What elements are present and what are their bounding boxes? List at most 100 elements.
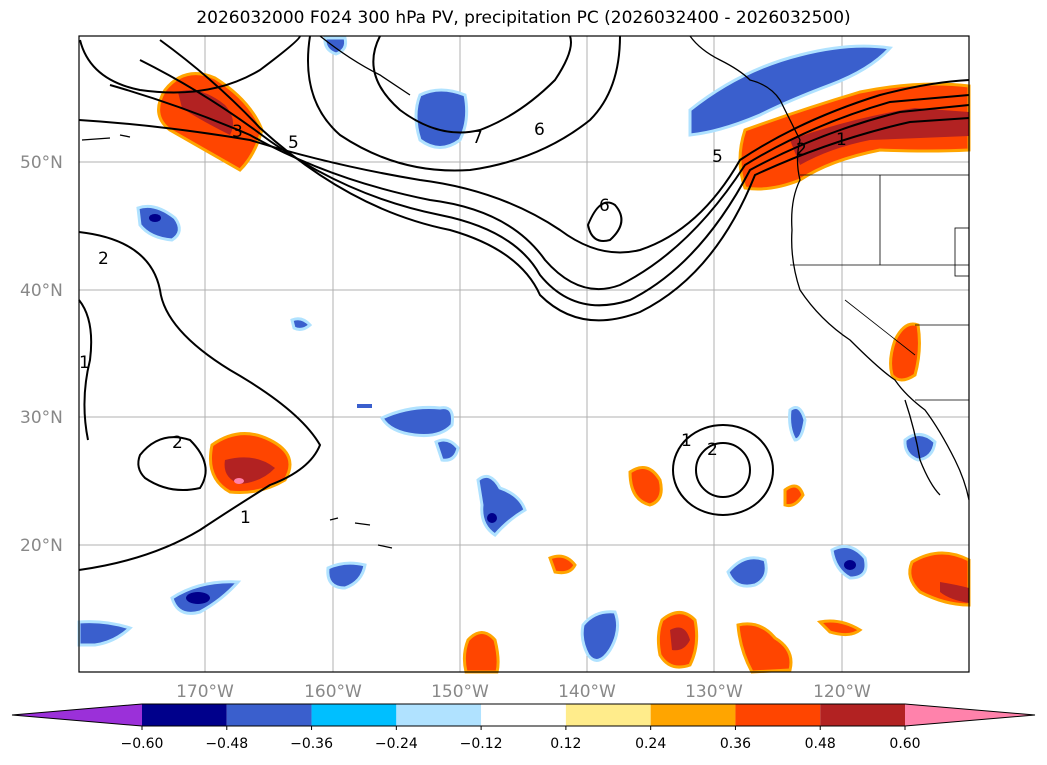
borders [790, 174, 970, 401]
colorbar-tick-label: 0.36 [720, 736, 751, 752]
precip-core [670, 627, 690, 651]
contour-label: 3 [232, 122, 243, 142]
lat-label: 30°N [20, 408, 63, 428]
precip-blob [357, 404, 372, 408]
colorbar-segment [735, 704, 821, 726]
colorbar-segment [565, 704, 651, 726]
colorbar-segment [820, 704, 905, 726]
precip-core [844, 560, 856, 570]
pv-contours [78, 35, 970, 571]
na-west-coast [689, 35, 970, 501]
lon-labels: 170°W 160°W 150°W 140°W 130°W 120°W [176, 682, 871, 702]
precip-peak [234, 478, 244, 484]
colorbar-extend-max [905, 704, 1035, 726]
colorbar-segment [650, 704, 736, 726]
colorbar-tick-label: 0.12 [550, 736, 581, 752]
colorbar-segment [311, 704, 397, 726]
baja-peninsula [904, 399, 941, 496]
pv-contour [695, 442, 751, 498]
pv-contour [137, 436, 207, 491]
pv-contour [672, 424, 774, 516]
colorbar-segment [142, 704, 227, 726]
pv-contour [139, 59, 970, 307]
precip-core [487, 513, 497, 523]
precip-blob [290, 317, 313, 331]
colorbar [11, 703, 1036, 727]
pv-contour [159, 39, 970, 322]
precip-core [178, 90, 234, 135]
contour-label: 5 [712, 147, 723, 167]
precip-core [224, 457, 275, 484]
precip-blob [889, 322, 921, 382]
precip-blob [580, 610, 620, 662]
colorbar-tick-label: 0.24 [635, 736, 666, 752]
contour-label: 6 [534, 120, 545, 140]
lat-label: 20°N [20, 536, 63, 556]
colorbar-tick-label: −0.60 [121, 736, 164, 752]
map-frame [78, 35, 970, 673]
lon-label: 140°W [558, 682, 616, 702]
contour-label: 2 [98, 249, 109, 269]
contour-label: 1 [240, 508, 251, 528]
colorbar-tick-label: −0.12 [460, 736, 503, 752]
pv-contour [109, 84, 970, 291]
pv-contour [307, 35, 621, 172]
colorbar-ticks: −0.60 −0.48 −0.36 −0.24 −0.12 0.12 0.24 0.36 0.4… [121, 726, 921, 752]
colorbar-tick-label: 0.60 [889, 736, 920, 752]
precip-blob [548, 554, 577, 575]
colorbar-tick-label: −0.24 [375, 736, 418, 752]
lon-label: 170°W [176, 682, 234, 702]
precip-blob [414, 88, 469, 149]
lon-label: 130°W [685, 682, 743, 702]
precip-blob [434, 438, 460, 462]
state-borders [790, 175, 969, 401]
precip-core [790, 108, 969, 165]
precip-positive [157, 72, 971, 674]
contour-label: 5 [288, 133, 299, 153]
pv-contour [78, 79, 970, 254]
contour-label: 1 [836, 130, 847, 150]
aleutian-islands [81, 134, 131, 141]
contour-label: 2 [796, 140, 807, 160]
pv-contour [372, 35, 572, 134]
colorbar-extend-min [12, 704, 142, 726]
alaska-coast [319, 35, 411, 96]
precip-blob [783, 484, 805, 507]
precip-blob [323, 36, 348, 56]
pv-contour [79, 35, 301, 94]
precip-core [940, 582, 969, 603]
precip-core [186, 592, 210, 604]
contour-label: 2 [707, 440, 718, 460]
precip-blob [379, 406, 454, 437]
contour-label: 1 [79, 353, 90, 373]
lat-label: 50°N [20, 153, 63, 173]
precip-blob [726, 556, 768, 588]
lon-label: 120°W [813, 682, 871, 702]
colorbar-segment [226, 704, 312, 726]
lon-label: 160°W [304, 682, 362, 702]
lon-label: 150°W [431, 682, 489, 702]
contour-label: 7 [472, 128, 483, 148]
hawaii-islands [329, 517, 393, 549]
colorbar-tick-label: −0.36 [290, 736, 333, 752]
precip-blob [788, 406, 807, 442]
chart-title: 2026032000 F024 300 hPa PV, precipitatio… [196, 8, 851, 28]
precip-blob [628, 466, 663, 507]
pv-contour [78, 299, 93, 441]
pv-contour [586, 201, 623, 242]
precip-blob [77, 620, 133, 647]
precip-negative [77, 36, 937, 662]
precip-core [149, 214, 161, 222]
colorbar-tick-label: 0.48 [805, 736, 836, 752]
precip-blob [326, 561, 367, 590]
contour-label: 6 [599, 196, 610, 216]
colorbar-tick-label: −0.48 [205, 736, 248, 752]
lat-labels: 50°N 40°N 30°N 20°N [20, 153, 63, 556]
colorbar-segment [481, 704, 566, 726]
lat-label: 40°N [20, 281, 63, 301]
precip-blob [736, 622, 793, 674]
precip-blob [136, 204, 181, 242]
contour-label: 1 [681, 431, 692, 451]
contour-labels: 3 5 7 6 6 5 2 1 2 1 2 1 2 1 [79, 120, 847, 528]
